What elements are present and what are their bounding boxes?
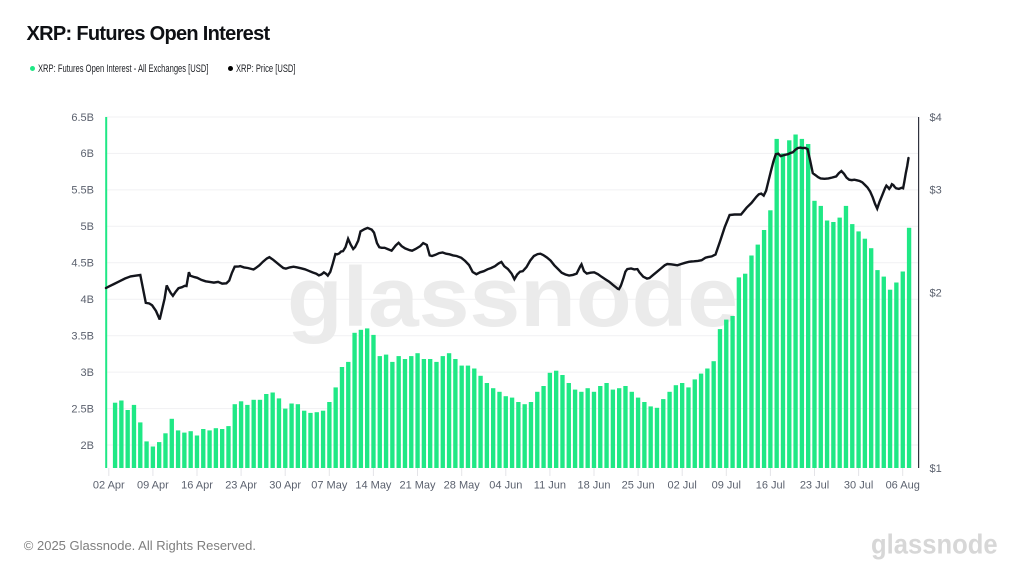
svg-text:6B: 6B [81, 148, 94, 160]
svg-text:09 Apr: 09 Apr [137, 480, 169, 492]
svg-text:16 Apr: 16 Apr [181, 480, 213, 492]
svg-text:04 Jun: 04 Jun [489, 480, 522, 492]
svg-text:14 May: 14 May [355, 480, 392, 492]
svg-text:3.5B: 3.5B [71, 331, 94, 343]
svg-text:5B: 5B [81, 221, 94, 233]
svg-text:30 Jul: 30 Jul [844, 480, 873, 492]
svg-text:2B: 2B [81, 440, 94, 452]
svg-text:09 Jul: 09 Jul [712, 480, 741, 492]
svg-text:2.5B: 2.5B [71, 403, 94, 415]
svg-text:28 May: 28 May [444, 480, 481, 492]
svg-text:06 Aug: 06 Aug [886, 480, 920, 492]
svg-text:11 Jun: 11 Jun [534, 480, 566, 492]
svg-text:$1: $1 [930, 463, 942, 475]
svg-text:$4: $4 [930, 112, 942, 124]
svg-text:02 Jul: 02 Jul [668, 480, 697, 492]
svg-text:glassnode: glassnode [871, 529, 998, 560]
svg-text:6.5B: 6.5B [71, 112, 94, 124]
svg-text:3B: 3B [81, 367, 94, 379]
svg-text:07 May: 07 May [311, 480, 348, 492]
svg-text:4B: 4B [81, 294, 94, 306]
svg-text:30 Apr: 30 Apr [269, 480, 301, 492]
svg-text:16 Jul: 16 Jul [756, 480, 785, 492]
svg-text:$2: $2 [930, 287, 942, 299]
svg-text:$3: $3 [930, 185, 942, 197]
svg-text:23 Jul: 23 Jul [800, 480, 829, 492]
svg-text:02 Apr: 02 Apr [93, 480, 125, 492]
svg-text:23 Apr: 23 Apr [225, 480, 257, 492]
svg-text:4.5B: 4.5B [71, 258, 94, 270]
svg-text:25 Jun: 25 Jun [622, 480, 655, 492]
svg-text:5.5B: 5.5B [71, 185, 94, 197]
svg-text:21 May: 21 May [399, 480, 436, 492]
svg-text:18 Jun: 18 Jun [577, 480, 610, 492]
